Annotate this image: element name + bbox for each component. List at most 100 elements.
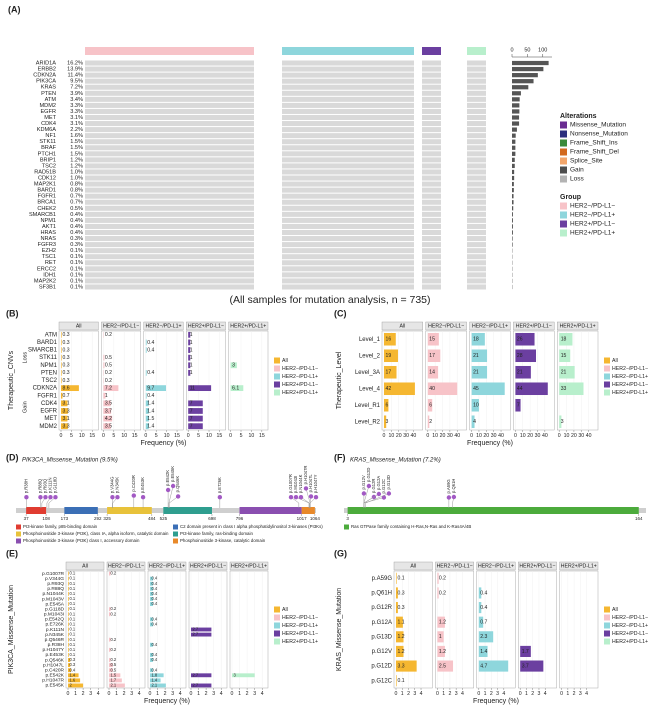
oncoprint-cell-row [282, 260, 414, 266]
x-tick-label: 1064 [310, 516, 321, 521]
value-label: 15 [429, 337, 435, 343]
frequency-label: 7.2% [70, 85, 83, 91]
count-bar [512, 230, 513, 235]
category-label: EGFR [40, 409, 57, 415]
oncoprint-cell-row [85, 60, 254, 66]
gene-label: ATM [45, 97, 57, 103]
oncoprint-cell-row [467, 121, 486, 127]
oncoprint-cell-row [282, 169, 414, 175]
facet-header [188, 561, 228, 571]
group-bar [467, 47, 486, 55]
bar [68, 653, 69, 657]
x-tick-label: 525 [160, 516, 168, 521]
count-bar [512, 79, 534, 84]
bar [396, 572, 397, 584]
legend-label: All [612, 358, 618, 364]
x-tick-label: 3 [538, 691, 541, 697]
facet-panel [469, 330, 511, 431]
frequency-label: 0.1% [70, 248, 83, 254]
x-tick-label: 2 [246, 691, 249, 697]
category-label: p.A59G [372, 576, 393, 582]
bar [478, 602, 482, 614]
bar [232, 673, 255, 678]
oncoprint-cell-row [422, 84, 441, 90]
facet-header [435, 561, 474, 571]
facet-title: HER2−/PD-L1+ [149, 563, 185, 569]
bar [384, 398, 389, 412]
lollipop-head [376, 491, 382, 497]
group-label: Gain [22, 401, 28, 413]
bar [61, 362, 62, 369]
gene-label: KRAS [41, 85, 57, 91]
x-tick-label: 5 [240, 433, 243, 439]
value-label: 0.1 [70, 571, 76, 576]
bar [471, 332, 485, 346]
value-label: 1.4 [70, 672, 76, 677]
oncoprint-cell-row [282, 108, 414, 114]
oncoprint-cell-row [422, 175, 441, 181]
x-tick-label: 0 [560, 691, 563, 697]
oncoprint-cell-row [422, 121, 441, 127]
lollipop-head [175, 494, 181, 499]
lollipop-head [298, 495, 304, 500]
frequency-label: 9.5% [70, 79, 83, 85]
value-label: 0.1 [70, 637, 76, 642]
value-label: 0.1 [70, 616, 76, 621]
gene-label: MET [44, 115, 56, 121]
value-label: 42 [386, 386, 392, 392]
category-label: Level_2 [359, 353, 381, 359]
legend-swatch [604, 389, 610, 396]
x-tick-label: 30 [403, 433, 409, 439]
legend-swatch [16, 538, 21, 544]
gene-label: PTEN [41, 91, 56, 97]
bar [103, 415, 113, 422]
bar [145, 400, 149, 407]
lollipop-head [303, 486, 309, 491]
oncoprint-cell-row [467, 242, 486, 248]
bar [396, 660, 417, 672]
oncoprint-cell-row [422, 127, 441, 133]
count-bar [512, 145, 516, 150]
oncoprint-cell-row [282, 199, 414, 205]
x-tick-label: 2 [407, 691, 410, 697]
count-bar [512, 109, 520, 114]
category-label: p.E545K [45, 683, 64, 689]
count-bar [512, 194, 514, 199]
value-label: 21 [473, 370, 479, 376]
legend-label: Ras GTPase family containing H-Ras,N-Ras… [351, 524, 471, 529]
bar [61, 347, 62, 353]
legend-swatch [344, 524, 349, 530]
x-tick-label: 3 [253, 691, 256, 697]
oncoprint-cell-row [85, 163, 254, 169]
oncoprint-cell-row [467, 229, 486, 236]
facet-panel [228, 330, 269, 431]
panel-label: (G) [334, 548, 347, 558]
value-label: 16 [386, 337, 392, 343]
oncoprint-cell-row [282, 278, 414, 284]
oncoprint-cell-row [467, 284, 486, 290]
value-label: 8.6 [63, 385, 70, 391]
value-label: 3.1 [63, 416, 70, 422]
count-bar [512, 73, 538, 78]
group-bar [282, 47, 414, 55]
bar [68, 637, 69, 642]
count-bar [512, 157, 515, 162]
legend-swatch [604, 365, 610, 372]
facet-title: HER2+/PD-L1− [188, 323, 224, 329]
bar [150, 653, 154, 657]
x-tick-label: 4 [502, 691, 505, 697]
facet-title: HER2−/PD-L1− [428, 323, 464, 329]
oncoprint-cell-row [85, 284, 254, 290]
value-label: 0.1 [70, 606, 76, 611]
value-label: 15 [561, 353, 567, 359]
x-tick-label: 40 [411, 433, 417, 439]
lollipop-head [43, 495, 48, 500]
frequency-label: 0.1% [70, 284, 83, 290]
x-tick-label: 30 [535, 433, 541, 439]
frequency-label: 0.3% [70, 236, 83, 242]
legend-swatch [560, 175, 567, 183]
facet-title: HER2−/PD-L1+ [145, 323, 181, 329]
gene-label: RAD51B [34, 169, 56, 175]
mutation-label: p.K111N [48, 478, 53, 494]
